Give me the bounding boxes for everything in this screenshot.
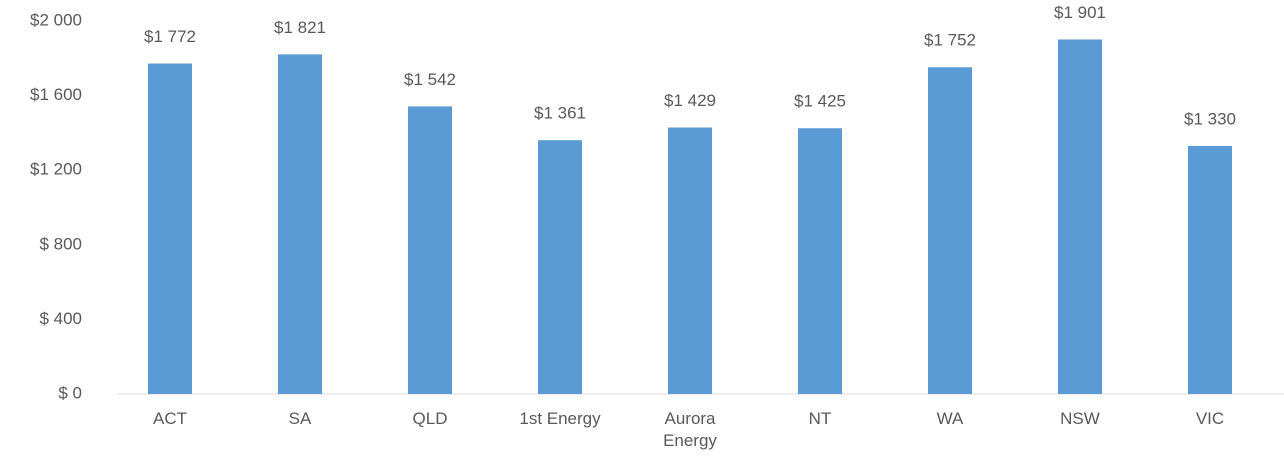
value-label: $1 542 <box>404 70 456 89</box>
value-label: $1 429 <box>664 91 716 110</box>
x-tick-label: VIC <box>1195 409 1225 428</box>
value-label: $1 330 <box>1184 109 1236 128</box>
y-tick-label: $ 400 <box>39 309 82 328</box>
bar <box>668 127 712 394</box>
bar <box>278 54 322 395</box>
bar <box>1188 145 1232 394</box>
bar <box>148 63 192 394</box>
value-label: $1 425 <box>794 92 846 111</box>
y-tick-label: $1 200 <box>30 160 82 179</box>
value-label: $1 821 <box>274 18 326 37</box>
y-tick-label: $1 600 <box>30 85 82 104</box>
x-tick-label: QLD <box>412 409 448 428</box>
y-tick-label: $ 800 <box>39 234 82 253</box>
value-label: $1 361 <box>534 104 586 123</box>
bar <box>928 67 972 394</box>
x-tick-label: NSW <box>1060 409 1100 428</box>
x-tick-label: Aurora Energy <box>663 409 717 450</box>
x-tick-label: ACT <box>153 409 187 428</box>
value-label: $1 752 <box>924 31 976 50</box>
y-tick-label: $ 0 <box>58 383 82 402</box>
value-label: $1 901 <box>1054 3 1106 22</box>
bar <box>1058 39 1102 394</box>
bar <box>408 106 452 395</box>
value-label: $1 772 <box>144 27 196 46</box>
x-tick-label: 1st Energy <box>519 409 601 428</box>
bar <box>538 140 582 394</box>
y-tick-label: $2 000 <box>30 10 82 29</box>
x-tick-label: NT <box>808 409 832 428</box>
x-tick-label: WA <box>936 409 964 428</box>
bar <box>798 128 842 395</box>
x-tick-label: SA <box>288 409 312 428</box>
